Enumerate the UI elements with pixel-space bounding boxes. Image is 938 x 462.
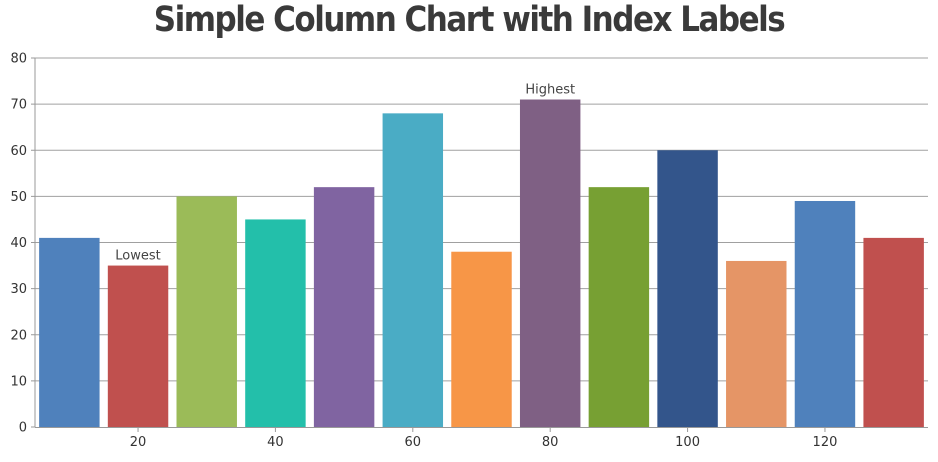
- y-tick-label: 70: [10, 98, 27, 113]
- index-label: Highest: [525, 83, 575, 98]
- bar[interactable]: [588, 187, 650, 427]
- bar[interactable]: [863, 237, 924, 427]
- index-label: Lowest: [115, 249, 160, 264]
- y-axis: 0 10 20 30 40 50 60 70 80: [10, 52, 36, 436]
- bar[interactable]: [657, 150, 718, 427]
- bars: [39, 99, 924, 427]
- bar[interactable]: [107, 265, 169, 427]
- bar[interactable]: [39, 237, 100, 427]
- index-labels: Lowest Highest: [115, 83, 575, 264]
- bar[interactable]: [794, 200, 856, 427]
- y-tick-label: 20: [10, 328, 27, 343]
- x-tick-label: 80: [542, 435, 559, 450]
- chart-title: Simple Column Chart with Index Labels: [153, 0, 786, 41]
- bar[interactable]: [313, 187, 375, 427]
- y-tick-label: 0: [19, 421, 27, 436]
- x-tick-label: 20: [130, 435, 147, 450]
- x-tick-label: 120: [813, 435, 838, 450]
- bar[interactable]: [382, 113, 444, 427]
- x-tick-label: 60: [405, 435, 422, 450]
- y-tick-label: 80: [10, 52, 27, 67]
- bar[interactable]: [451, 251, 512, 427]
- y-tick-label: 40: [10, 236, 27, 251]
- x-tick-label: 100: [675, 435, 700, 450]
- bar[interactable]: [245, 219, 306, 427]
- bar[interactable]: [519, 99, 581, 427]
- y-tick-label: 50: [10, 190, 27, 205]
- bar[interactable]: [176, 196, 237, 427]
- y-tick-label: 60: [10, 144, 27, 159]
- x-axis: 20 40 60 80 100 120: [35, 427, 928, 450]
- bar[interactable]: [726, 260, 787, 427]
- x-tick-label: 40: [267, 435, 284, 450]
- y-tick-label: 30: [10, 282, 27, 297]
- y-tick-label: 10: [10, 374, 27, 389]
